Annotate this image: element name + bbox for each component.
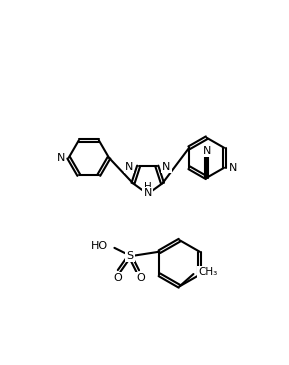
Text: CH₃: CH₃: [198, 268, 217, 277]
Text: H: H: [144, 182, 152, 192]
Text: O: O: [113, 273, 122, 283]
Text: N: N: [144, 188, 152, 198]
Text: N: N: [229, 163, 237, 173]
Text: N: N: [56, 153, 65, 163]
Text: N: N: [144, 187, 152, 197]
Text: H: H: [144, 183, 152, 193]
Text: S: S: [126, 250, 134, 261]
Text: N: N: [162, 162, 171, 172]
Text: N: N: [202, 146, 211, 156]
Text: O: O: [136, 273, 145, 283]
Text: HO: HO: [91, 241, 108, 251]
Text: N: N: [125, 162, 133, 172]
